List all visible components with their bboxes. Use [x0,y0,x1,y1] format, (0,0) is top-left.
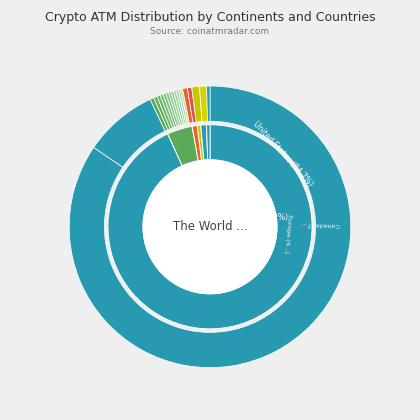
Wedge shape [200,86,207,121]
Wedge shape [163,93,177,127]
Wedge shape [166,92,179,126]
Wedge shape [207,86,210,121]
Text: Crypto ATM Distribution by Continents and Countries: Crypto ATM Distribution by Continents an… [45,10,375,24]
Text: North America (93.2%): North America (93.2%) [200,213,288,222]
Wedge shape [108,125,312,329]
Wedge shape [94,100,165,167]
Wedge shape [69,86,351,368]
Wedge shape [176,89,186,124]
Wedge shape [168,126,198,166]
Wedge shape [183,88,193,123]
Text: The World ...: The World ... [173,220,247,233]
Wedge shape [168,92,181,126]
Text: Canada (7...: Canada (7... [302,221,340,227]
Wedge shape [171,91,183,125]
Wedge shape [197,125,204,160]
Wedge shape [201,125,207,160]
Wedge shape [207,125,210,160]
Circle shape [143,160,277,294]
Wedge shape [192,87,202,122]
Text: Source: coinatmradar.com: Source: coinatmradar.com [150,27,270,36]
Wedge shape [187,87,196,123]
Wedge shape [157,95,173,129]
Wedge shape [160,94,175,128]
Wedge shape [173,90,184,125]
Wedge shape [192,126,202,161]
Text: Europe (4...): Europe (4...) [283,214,291,253]
Text: United States (84.7%): United States (84.7%) [251,119,315,188]
Wedge shape [154,96,170,130]
Wedge shape [178,89,188,124]
Wedge shape [150,98,168,131]
Wedge shape [180,89,189,123]
